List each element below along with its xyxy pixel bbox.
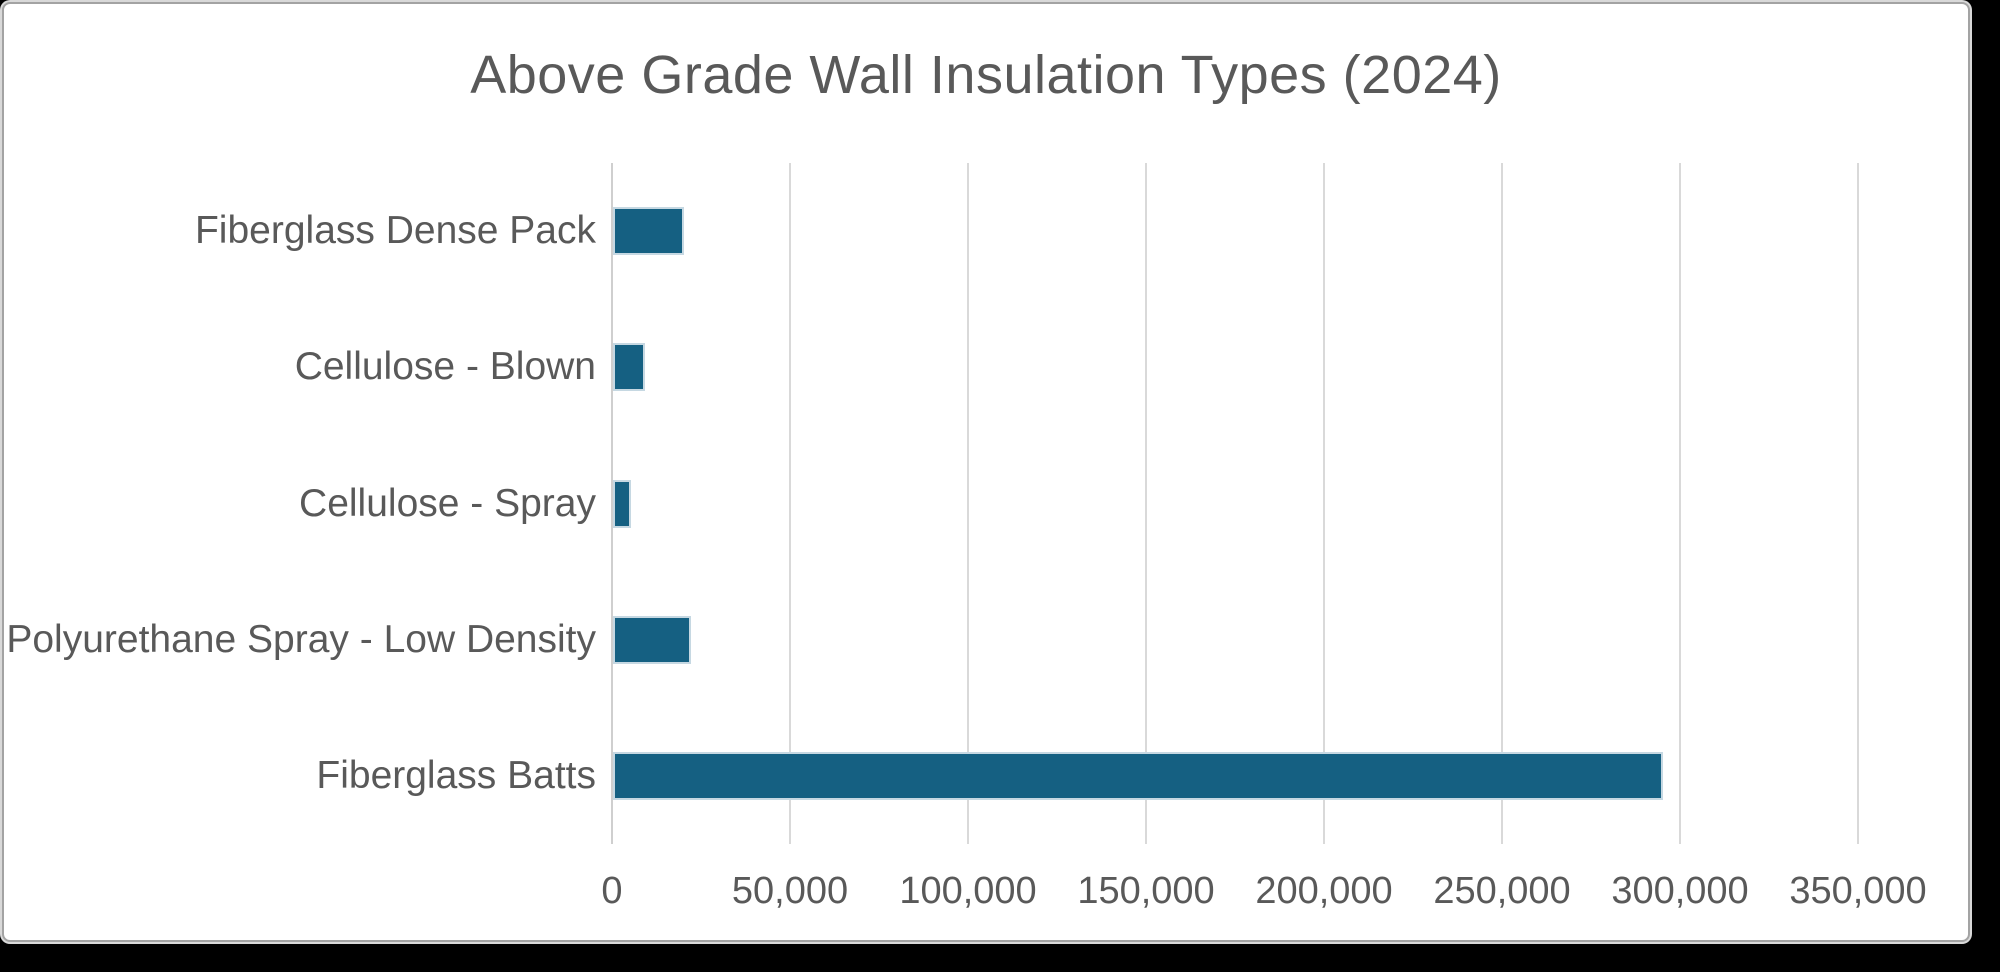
bar xyxy=(613,615,691,664)
gridline xyxy=(1501,163,1503,844)
gridline xyxy=(967,163,969,844)
category-label: Polyurethane Spray - Low Density xyxy=(6,617,596,661)
category-label: Fiberglass Dense Pack xyxy=(194,209,596,253)
bar xyxy=(613,479,631,528)
x-axis-tick-label: 200,000 xyxy=(1255,870,1393,912)
category-label: Cellulose - Spray xyxy=(299,481,596,525)
x-axis-line xyxy=(611,163,613,844)
x-axis-tick-label: 50,000 xyxy=(731,870,849,912)
gridline xyxy=(1145,163,1147,844)
x-axis-tick-label: 250,000 xyxy=(1433,870,1571,912)
bar xyxy=(613,207,684,256)
x-axis-tick-label: 150,000 xyxy=(1077,870,1215,912)
x-axis-tick-label: 100,000 xyxy=(899,870,1037,912)
x-axis-tick-label: 300,000 xyxy=(1611,870,1749,912)
gridline xyxy=(1857,163,1859,844)
x-axis-tick-label: 350,000 xyxy=(1789,870,1927,912)
gridline xyxy=(1679,163,1681,844)
x-axis-tick-label: 0 xyxy=(601,870,623,912)
gridline xyxy=(1323,163,1325,844)
gridline xyxy=(789,163,791,844)
chart-title: Above Grade Wall Insulation Types (2024) xyxy=(470,45,1502,105)
bar xyxy=(613,343,645,392)
category-label: Fiberglass Batts xyxy=(316,753,596,797)
category-label: Cellulose - Blown xyxy=(294,345,596,389)
bar xyxy=(613,751,1663,800)
chart-card: Above Grade Wall Insulation Types (2024)… xyxy=(2,2,1970,942)
